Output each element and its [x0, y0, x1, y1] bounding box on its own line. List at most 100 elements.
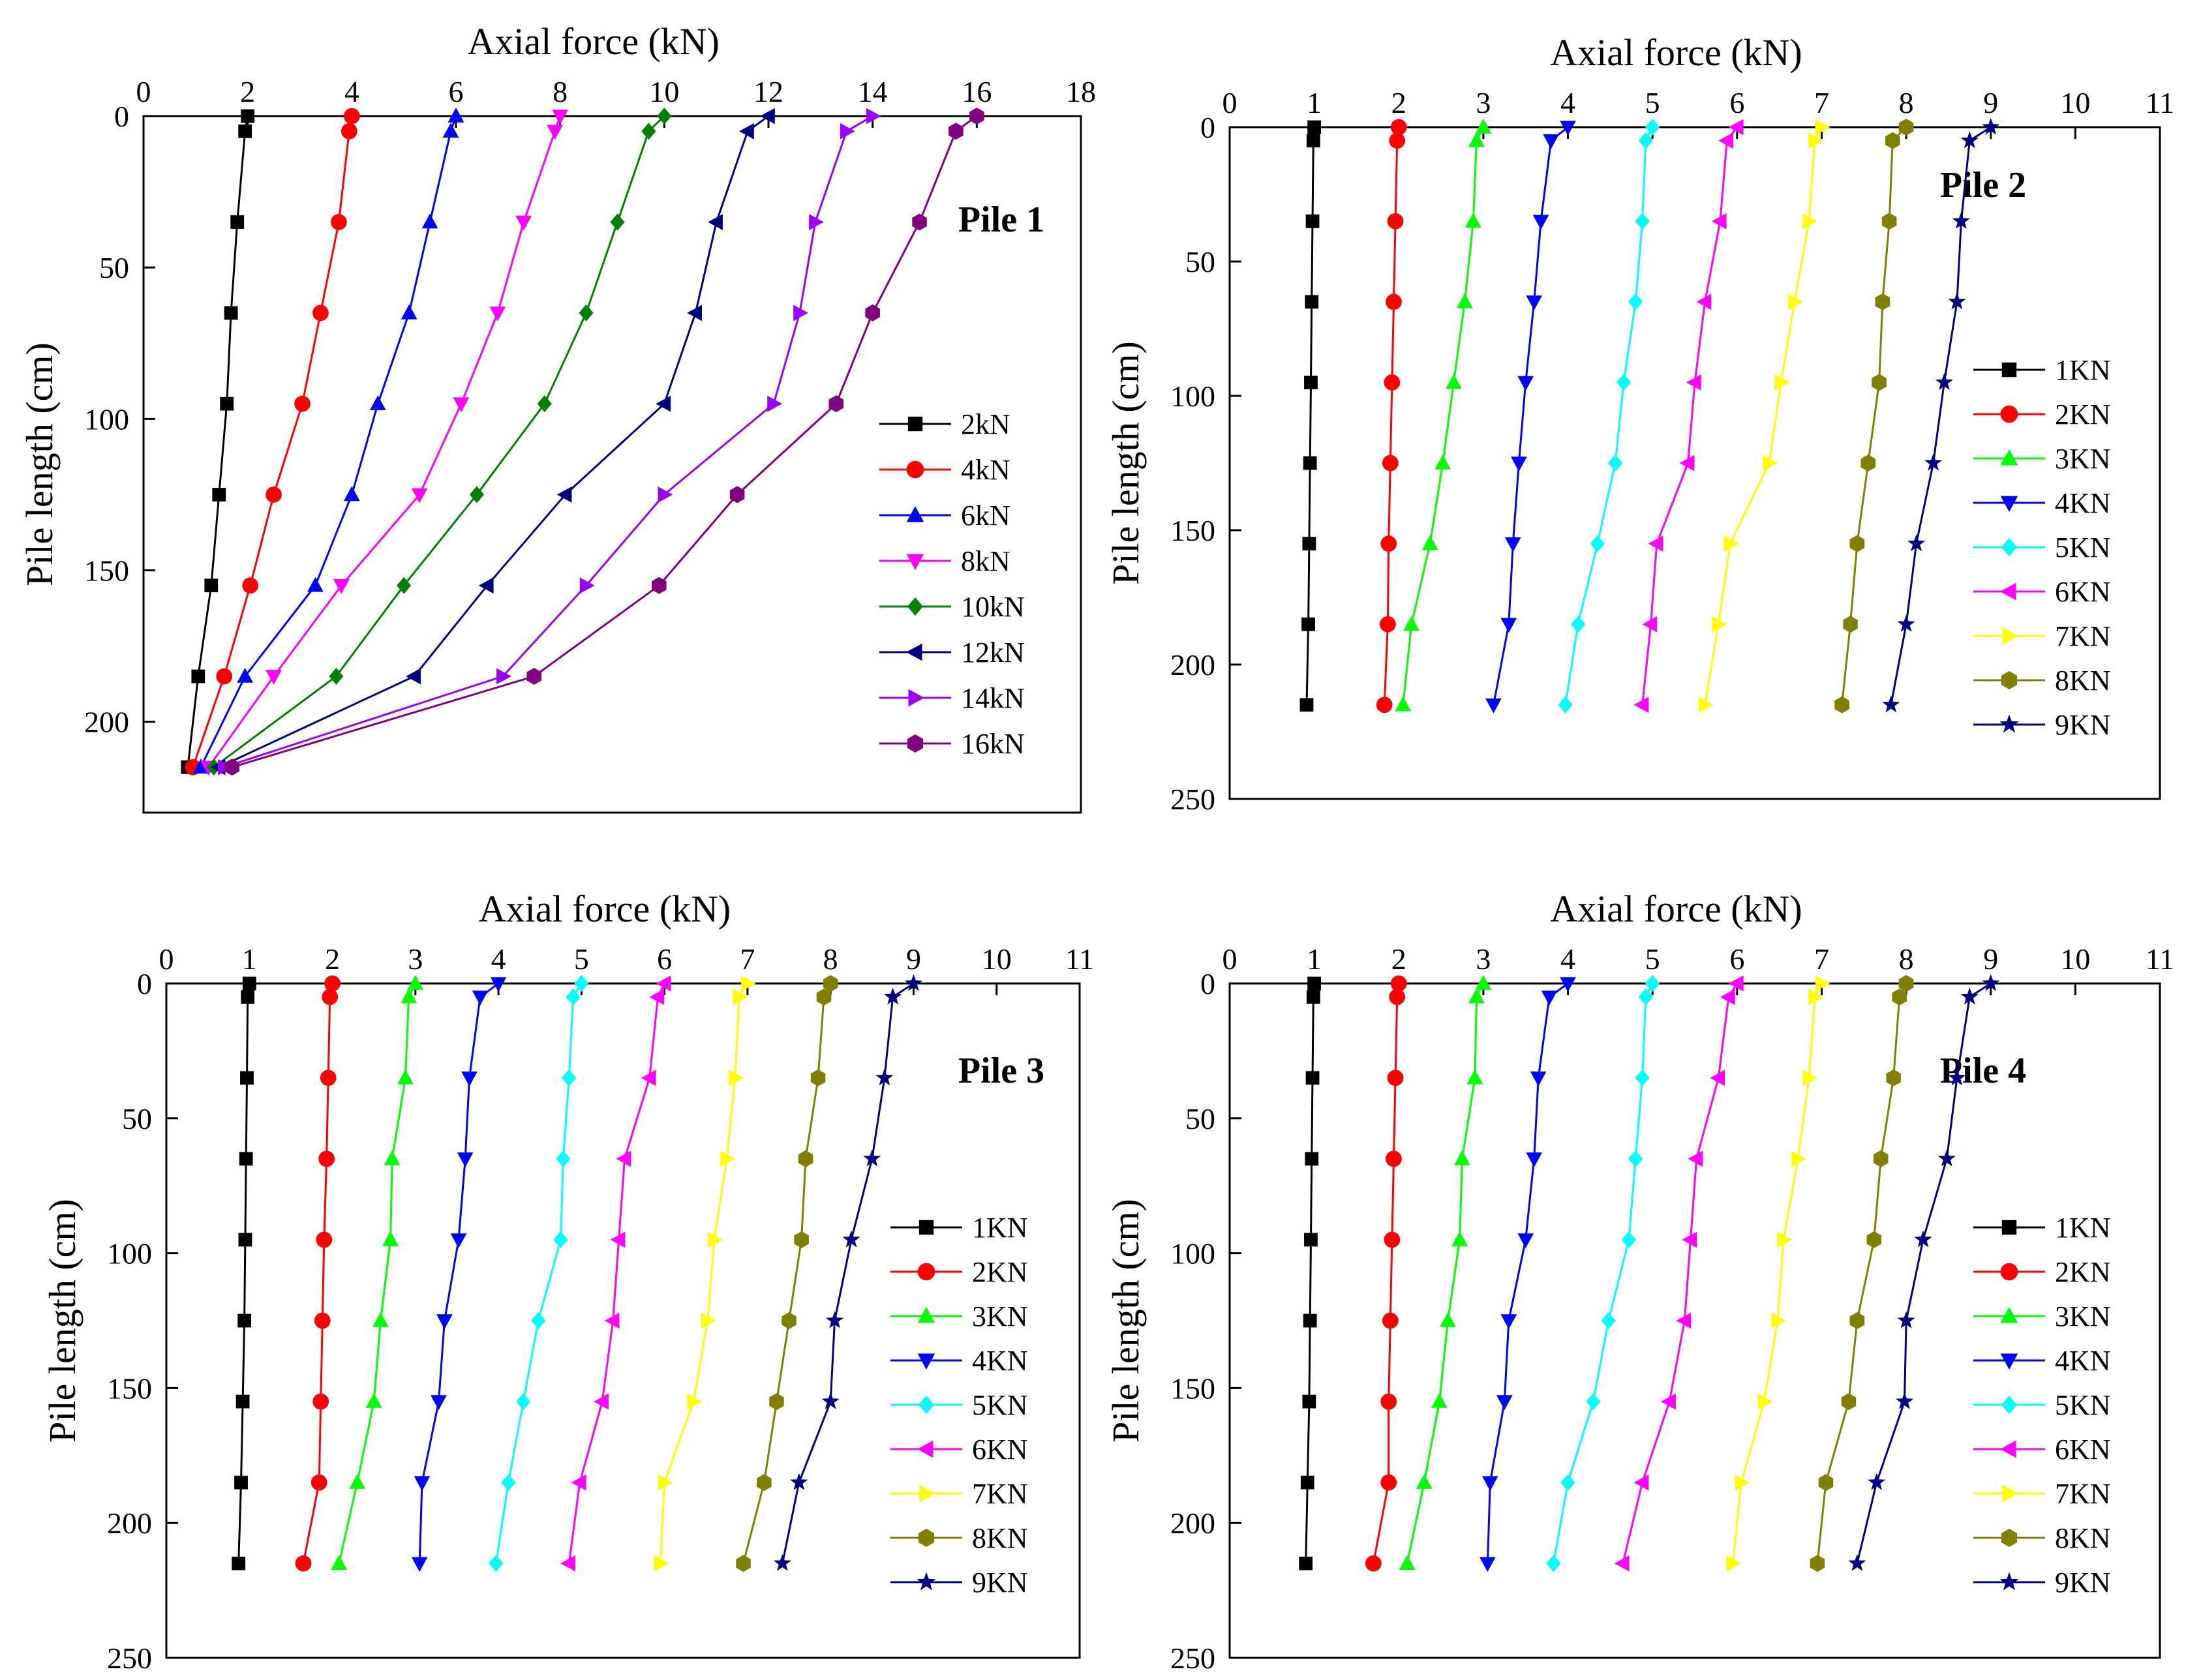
x-tick-label: 11 [2146, 942, 2174, 976]
x-tick-label: 10 [982, 942, 1012, 976]
y-tick-label: 0 [137, 967, 152, 1000]
data-point [757, 1474, 772, 1492]
chart-panel-1: 0 2 4 6 8 10 12 14 16 18 0 50 100 150 200 Axial force (… [18, 20, 1096, 814]
data-point [1897, 1311, 1915, 1328]
data-point [1304, 376, 1318, 389]
legend-marker [2001, 1220, 2017, 1235]
chart-panel-4: 0 1 2 3 4 5 6 7 8 9 10 11 0 50 100 150 200 250 Axial force… [1104, 888, 2174, 1675]
data-point [1380, 1393, 1397, 1410]
data-point [1480, 1557, 1496, 1572]
data-point [1960, 131, 1979, 149]
data-point [1431, 1393, 1448, 1408]
data-point [1451, 1231, 1468, 1246]
data-point [496, 668, 511, 685]
data-point [232, 1556, 246, 1570]
legend-label: 7KN [2055, 1478, 2111, 1510]
data-point [1395, 696, 1412, 712]
data-point [1638, 132, 1653, 149]
data-point [1546, 1555, 1561, 1572]
data-point [1517, 376, 1534, 391]
data-point [1774, 374, 1790, 391]
x-tick-label: 12 [753, 75, 783, 108]
data-point [1898, 975, 1914, 992]
data-point [382, 1231, 399, 1246]
data-point [318, 1150, 335, 1167]
data-point [1688, 1150, 1703, 1167]
data-point [1306, 134, 1320, 147]
legend-entry: 12kN [879, 637, 1025, 668]
data-point [320, 1070, 337, 1087]
data-point [708, 214, 723, 230]
data-point [1726, 1555, 1742, 1572]
y-tick-label: 0 [114, 100, 129, 133]
legend-label: 4kN [961, 454, 1010, 486]
data-point [1710, 1070, 1725, 1087]
legend-label: 1KN [2055, 354, 2111, 386]
data-point [866, 108, 881, 125]
data-point [1454, 1150, 1470, 1165]
legend-label: 8KN [972, 1522, 1028, 1554]
y-tick-label: 250 [1170, 1642, 1215, 1675]
data-point [1868, 1473, 1886, 1490]
legend-marker [907, 734, 924, 753]
legend-label: 12kN [961, 637, 1025, 668]
data-point [478, 577, 494, 594]
data-point [1301, 617, 1315, 631]
legend-entry: 1KN [890, 1212, 1028, 1244]
data-point [365, 1393, 382, 1408]
legend-label: 5KN [2055, 1389, 2111, 1421]
pile-label: Pile 3 [958, 1051, 1044, 1091]
data-point [204, 578, 219, 593]
x-tick-label: 18 [1066, 75, 1096, 108]
data-point [349, 1474, 366, 1489]
legend-label: 16kN [961, 728, 1025, 760]
data-point [307, 577, 324, 592]
data-point [1810, 1555, 1825, 1572]
x-tick-label: 2 [1391, 942, 1406, 976]
data-point [1304, 1233, 1318, 1247]
legend-label: 4KN [2055, 487, 2111, 519]
data-point [1403, 616, 1420, 631]
data-point [372, 1312, 389, 1327]
y-tick-label: 50 [99, 251, 129, 284]
x-tick-label: 11 [1065, 942, 1094, 976]
data-point [1389, 132, 1406, 149]
data-point [571, 1474, 586, 1491]
data-point [1723, 535, 1739, 552]
data-point [1648, 535, 1663, 552]
data-point [1457, 293, 1473, 308]
plot-frame [165, 982, 1081, 1659]
y-tick-label: 0 [1200, 111, 1215, 144]
series-1KN [1299, 976, 1322, 1570]
data-point [369, 395, 386, 410]
data-point [1924, 453, 1943, 471]
y-tick-label: 150 [1170, 1372, 1215, 1405]
y-tick-label: 150 [84, 554, 129, 588]
x-axis-title: Axial force (kN) [1550, 888, 1802, 930]
legend-marker [1999, 714, 2019, 733]
x-tick-label: 6 [449, 75, 464, 108]
series-4KN [1480, 977, 1576, 1572]
data-point [1948, 1068, 1966, 1086]
legend-entry: 6KN [1973, 576, 2111, 608]
data-point [1382, 455, 1399, 472]
legend-marker [2000, 1263, 2018, 1281]
data-point [553, 1231, 568, 1248]
data-point [1305, 214, 1320, 228]
data-point [1387, 1070, 1404, 1087]
data-point [515, 215, 532, 231]
legend-entry: 2KN [1973, 1256, 2111, 1288]
legend-entry: 3KN [890, 1300, 1028, 1332]
x-tick-label: 6 [657, 942, 672, 976]
data-point [1802, 1070, 1817, 1087]
data-point [616, 1150, 631, 1167]
series-5KN [1558, 119, 1660, 713]
data-point [1711, 213, 1727, 230]
data-point [316, 1231, 333, 1248]
legend-label: 4KN [2055, 1345, 2111, 1377]
x-tick-label: 1 [1307, 86, 1322, 119]
legend-marker [2001, 538, 2017, 556]
data-point [1560, 977, 1576, 992]
data-point [1380, 535, 1397, 552]
data-point [1560, 121, 1576, 136]
